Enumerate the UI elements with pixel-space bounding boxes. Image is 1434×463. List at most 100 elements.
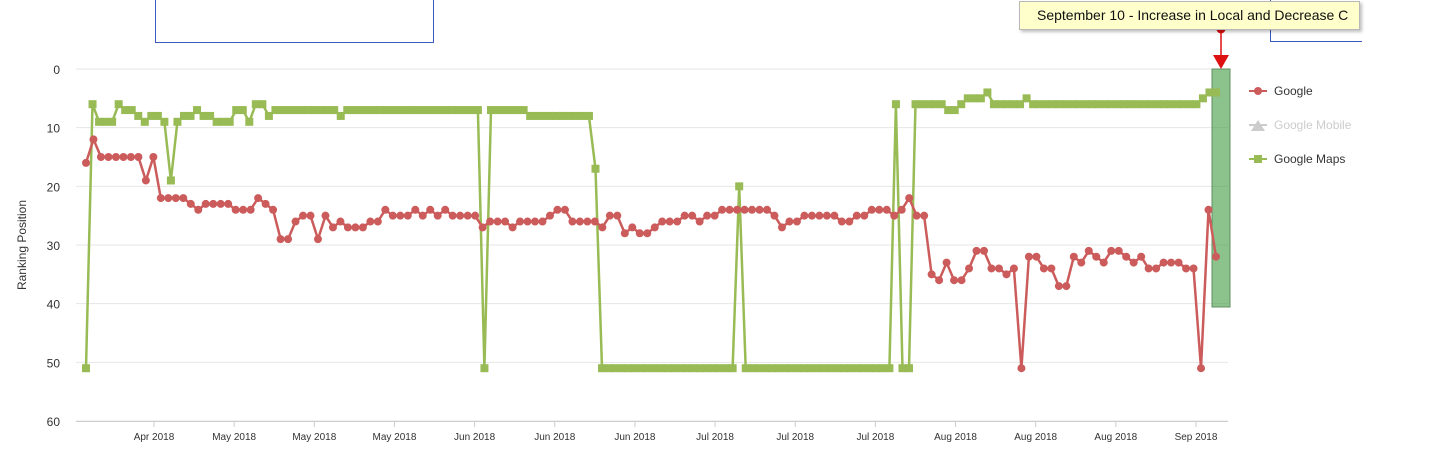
- data-point[interactable]: [1055, 100, 1064, 109]
- data-point[interactable]: [434, 106, 443, 115]
- data-point[interactable]: [583, 217, 592, 226]
- data-point[interactable]: [1167, 258, 1176, 267]
- data-point[interactable]: [628, 223, 637, 232]
- data-point[interactable]: [1179, 100, 1188, 109]
- data-point[interactable]: [656, 364, 665, 373]
- data-point[interactable]: [447, 106, 456, 115]
- data-point[interactable]: [875, 205, 884, 214]
- data-point[interactable]: [1189, 264, 1198, 273]
- data-point[interactable]: [467, 106, 476, 115]
- data-point[interactable]: [179, 111, 188, 120]
- data-point[interactable]: [317, 106, 326, 115]
- data-point[interactable]: [680, 211, 689, 220]
- data-point[interactable]: [321, 211, 330, 220]
- data-point[interactable]: [421, 106, 430, 115]
- data-point[interactable]: [471, 211, 480, 220]
- data-point[interactable]: [381, 205, 390, 214]
- data-point[interactable]: [935, 276, 944, 285]
- data-point[interactable]: [173, 117, 182, 126]
- data-point[interactable]: [96, 153, 105, 161]
- data-point[interactable]: [493, 217, 502, 226]
- data-point[interactable]: [950, 106, 959, 115]
- data-point[interactable]: [762, 205, 771, 214]
- data-point[interactable]: [545, 211, 554, 220]
- data-point[interactable]: [366, 217, 375, 226]
- data-point[interactable]: [1129, 258, 1138, 267]
- data-point[interactable]: [323, 106, 332, 115]
- data-point[interactable]: [166, 176, 175, 185]
- data-point[interactable]: [1081, 100, 1090, 109]
- data-point[interactable]: [526, 111, 535, 120]
- data-point[interactable]: [695, 364, 704, 373]
- data-point[interactable]: [153, 111, 162, 120]
- data-point[interactable]: [82, 364, 90, 373]
- data-point[interactable]: [1099, 258, 1108, 267]
- data-point[interactable]: [463, 211, 472, 220]
- data-point[interactable]: [478, 223, 487, 232]
- data-point[interactable]: [134, 111, 143, 120]
- data-point[interactable]: [1077, 258, 1086, 267]
- data-point[interactable]: [232, 106, 241, 115]
- data-point[interactable]: [728, 364, 737, 373]
- data-point[interactable]: [382, 106, 391, 115]
- data-point[interactable]: [271, 106, 280, 115]
- data-point[interactable]: [931, 100, 940, 109]
- data-point[interactable]: [643, 364, 652, 373]
- data-point[interactable]: [231, 205, 240, 214]
- data-point[interactable]: [209, 199, 218, 208]
- data-point[interactable]: [101, 117, 110, 126]
- data-point[interactable]: [1029, 100, 1038, 109]
- data-point[interactable]: [820, 364, 829, 373]
- data-point[interactable]: [206, 111, 215, 120]
- data-point[interactable]: [225, 117, 234, 126]
- data-point[interactable]: [224, 199, 233, 208]
- data-point[interactable]: [1047, 264, 1056, 273]
- data-point[interactable]: [905, 194, 914, 203]
- data-point[interactable]: [785, 217, 794, 226]
- data-point[interactable]: [251, 100, 260, 109]
- data-point[interactable]: [134, 153, 143, 161]
- data-point[interactable]: [761, 364, 770, 373]
- data-point[interactable]: [800, 211, 809, 220]
- data-point[interactable]: [1212, 252, 1220, 261]
- data-point[interactable]: [754, 364, 763, 373]
- data-point[interactable]: [433, 211, 442, 220]
- data-point[interactable]: [1146, 100, 1155, 109]
- data-point[interactable]: [201, 199, 210, 208]
- data-point[interactable]: [558, 111, 567, 120]
- data-point[interactable]: [1009, 264, 1018, 273]
- data-point[interactable]: [918, 100, 927, 109]
- legend-item-google-mobile[interactable]: Google Mobile: [1248, 108, 1428, 142]
- data-point[interactable]: [852, 364, 861, 373]
- data-point[interactable]: [194, 205, 203, 214]
- data-point[interactable]: [830, 211, 839, 220]
- data-point[interactable]: [957, 276, 966, 285]
- data-point[interactable]: [1092, 252, 1101, 261]
- data-point[interactable]: [501, 217, 510, 226]
- data-point[interactable]: [613, 211, 622, 220]
- data-point[interactable]: [1016, 100, 1025, 109]
- data-point[interactable]: [565, 111, 574, 120]
- data-point[interactable]: [989, 100, 998, 109]
- data-point[interactable]: [1144, 264, 1153, 273]
- data-point[interactable]: [1039, 264, 1048, 273]
- data-point[interactable]: [486, 106, 495, 115]
- data-point[interactable]: [983, 88, 992, 97]
- data-point[interactable]: [689, 364, 698, 373]
- data-point[interactable]: [598, 223, 607, 232]
- data-point[interactable]: [408, 106, 417, 115]
- data-point[interactable]: [944, 106, 953, 115]
- data-point[interactable]: [519, 106, 528, 115]
- data-point[interactable]: [119, 153, 128, 161]
- data-point[interactable]: [403, 211, 412, 220]
- data-point[interactable]: [95, 117, 104, 126]
- data-point[interactable]: [111, 153, 120, 161]
- data-point[interactable]: [171, 194, 180, 203]
- data-point[interactable]: [987, 264, 996, 273]
- data-point[interactable]: [1159, 100, 1168, 109]
- data-point[interactable]: [114, 100, 123, 109]
- data-point[interactable]: [813, 364, 822, 373]
- data-point[interactable]: [725, 205, 734, 214]
- data-point[interactable]: [216, 199, 225, 208]
- data-point[interactable]: [351, 223, 360, 232]
